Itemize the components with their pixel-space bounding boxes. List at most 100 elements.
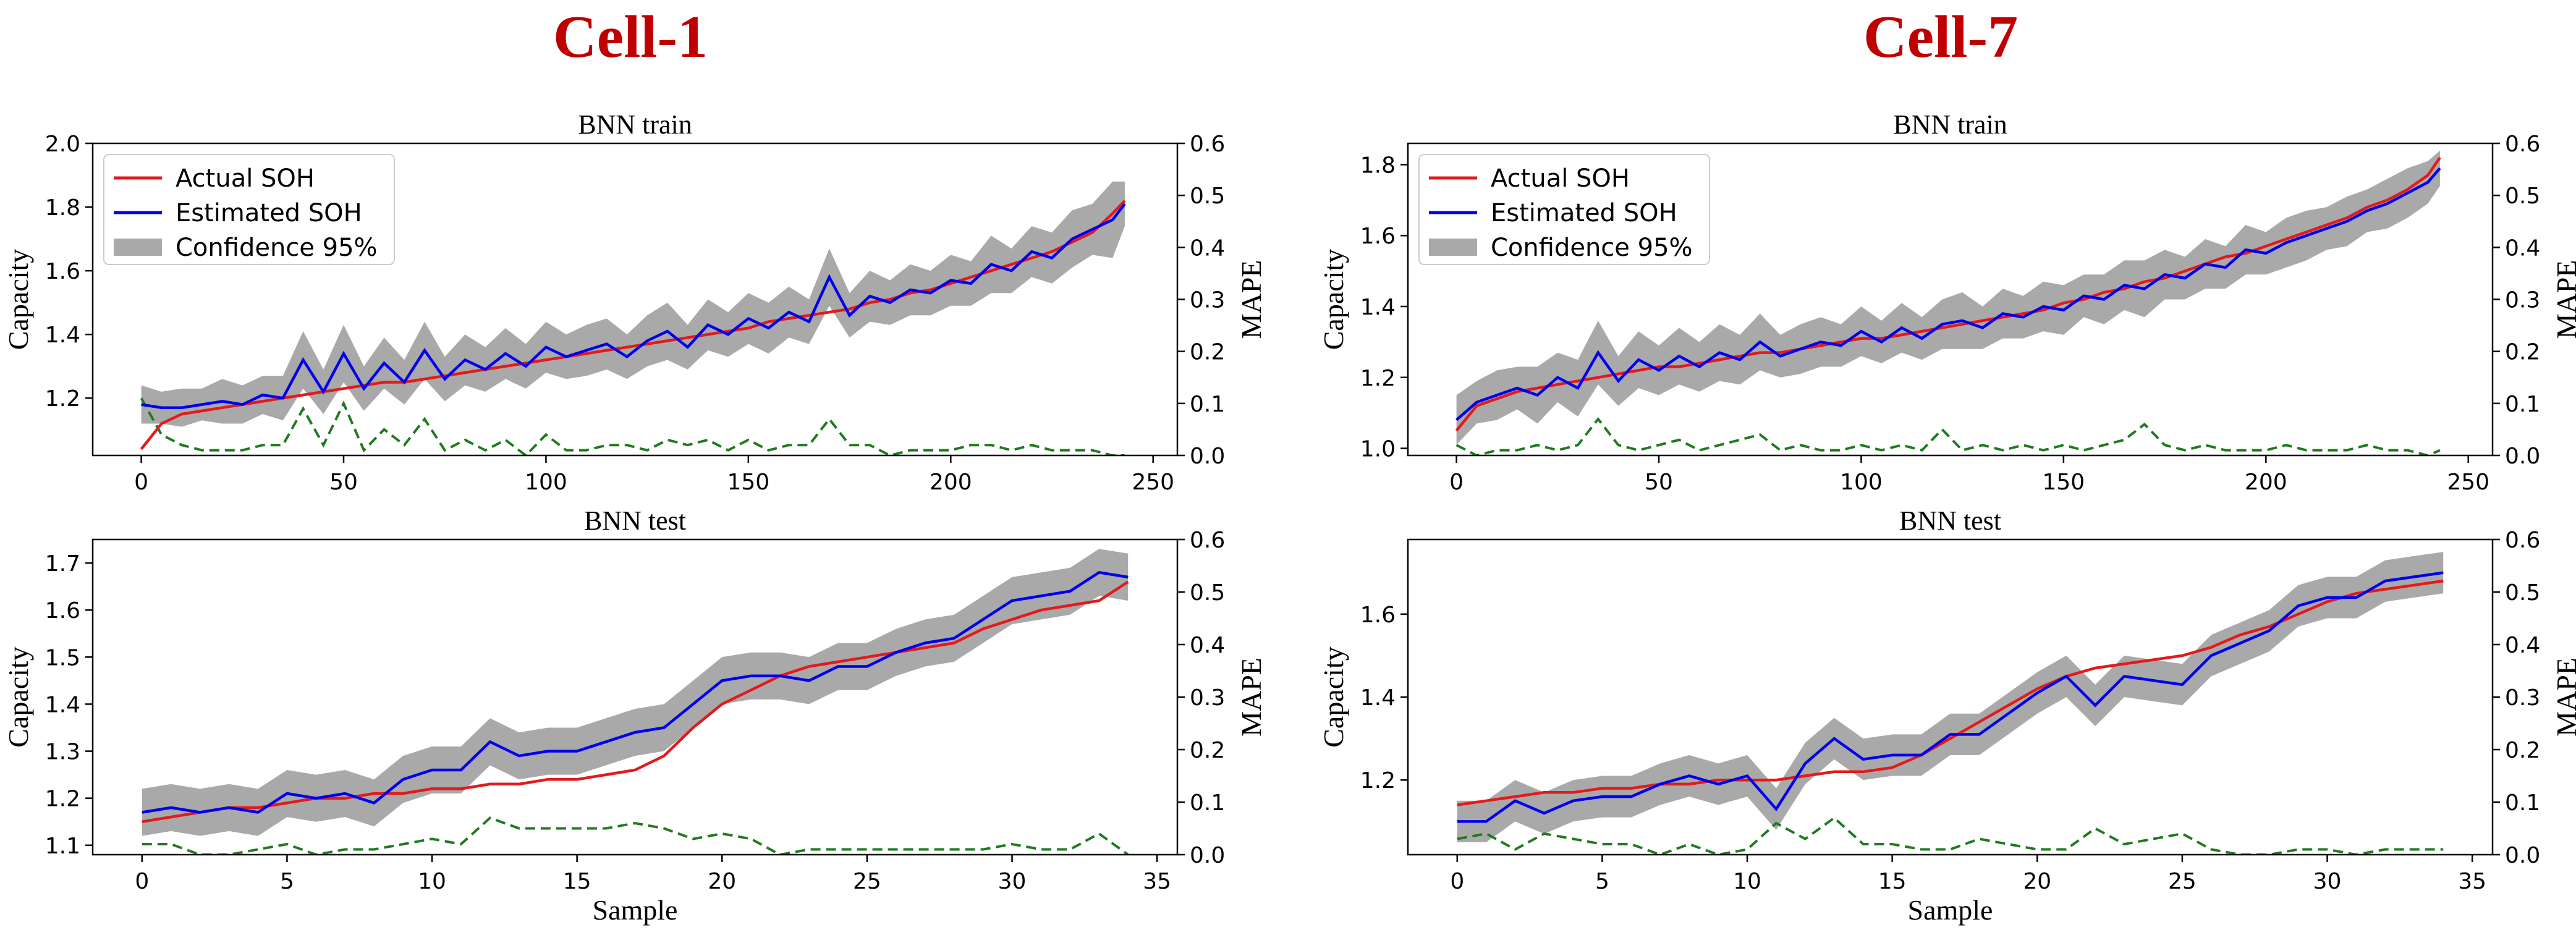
c7-train-legend: Actual SOH Estimated SOH Confidence 95% xyxy=(1418,154,1710,265)
c7-test-y2tick-label: 0.0 xyxy=(2505,843,2540,868)
c7-train-xtick-label: 50 xyxy=(1645,470,1673,495)
c7-train-y2tick-label: 0.4 xyxy=(2505,235,2540,261)
c7-test-y2label: MAPE xyxy=(2551,658,2576,737)
c7-test-xtick-label: 0 xyxy=(1450,869,1464,894)
c7-train-ytick-label: 1.0 xyxy=(1360,437,1396,462)
c1-train-ytick-label: 1.4 xyxy=(45,323,80,348)
c7-test-ytick-label: 1.4 xyxy=(1360,685,1396,711)
c1-train-panel: 0 50 100 150 200 250 1.2 1.4 1.6 1.8 2.0 0.0 0.1 0.2 0… xyxy=(2,109,1267,495)
c1-train-y2tick-label: 0.4 xyxy=(1190,235,1225,261)
c7-train-legend-actual-label: Actual SOH xyxy=(1491,164,1630,193)
c1-test-xtick-label: 15 xyxy=(563,869,591,894)
c7-test-xtick-label: 5 xyxy=(1595,869,1609,894)
c1-train-ytick-label: 2.0 xyxy=(45,132,80,157)
c1-test-xlabel: Sample xyxy=(593,894,678,926)
c7-train-y2tick-label: 0.3 xyxy=(2505,288,2540,313)
c1-test-ytick-label: 1.6 xyxy=(45,598,80,624)
c1-train-ytick-label: 1.8 xyxy=(45,195,80,221)
c1-train-plot-area xyxy=(140,181,1126,455)
c7-train-plot-area xyxy=(1455,150,2441,455)
c7-test-estimated-soh-line xyxy=(1457,571,2444,823)
c1-test-plot-area xyxy=(142,549,1129,855)
c1-test-ytick-label: 1.4 xyxy=(45,692,80,717)
c7-train-legend-confidence-swatch xyxy=(1429,239,1477,256)
c7-train-ytick-label: 1.8 xyxy=(1360,153,1396,178)
c7-train-xtick-label: 150 xyxy=(2042,470,2085,495)
c1-test-y2tick-label: 0.6 xyxy=(1190,528,1225,553)
c1-test-xtick-label: 20 xyxy=(708,869,736,894)
c1-train-legend-confidence-label: Confidence 95% xyxy=(176,234,378,262)
c1-train-ytick-label: 1.2 xyxy=(45,386,80,412)
c1-test-mape-line xyxy=(142,816,1129,855)
c1-train-title: BNN train xyxy=(578,109,692,140)
c1-train-legend: Actual SOH Estimated SOH Confidence 95% xyxy=(103,154,395,265)
c1-test-xtick-label: 25 xyxy=(853,869,881,894)
c7-test-confidence-band xyxy=(1457,552,2444,842)
c1-test-y2tick-label: 0.1 xyxy=(1190,790,1225,816)
c1-test-y2tick-label: 0.5 xyxy=(1190,580,1225,606)
c1-train-xtick-label: 50 xyxy=(329,470,358,495)
c7-train-mape-line xyxy=(1455,417,2441,455)
c7-train-ytick-label: 1.2 xyxy=(1360,366,1396,391)
c1-test-y2label: MAPE xyxy=(1235,658,1267,737)
c1-train-xtick-label: 150 xyxy=(727,470,769,495)
c7-test-mape-line xyxy=(1457,816,2444,855)
c7-test-panel: 0 5 10 15 20 25 30 35 1.2 1.4 1.6 0.0 0.1 0.2 0.3 0.4 0.… xyxy=(1318,506,2576,926)
c1-train-y2tick-label: 0.1 xyxy=(1190,392,1225,417)
c7-test-xtick-label: 25 xyxy=(2168,869,2197,894)
c1-test-actual-soh-line xyxy=(142,580,1129,823)
c1-test-y2tick-label: 0.0 xyxy=(1190,843,1225,868)
c1-test-xtick-label: 35 xyxy=(1143,869,1171,894)
c1-train-y2tick-label: 0.0 xyxy=(1190,444,1225,469)
c7-train-y2label: MAPE xyxy=(2551,260,2576,339)
c7-train-estimated-soh-line xyxy=(1455,167,2441,421)
c1-test-title: BNN test xyxy=(584,506,686,536)
c7-train-legend-box xyxy=(1418,154,1710,265)
chart-panels: 0 50 100 150 200 2501.21.41.61.82.00.00.10.20… xyxy=(2,109,2576,926)
c7-train-y2tick-label: 0.6 xyxy=(2505,132,2540,157)
c1-test-panel: 0 5 10 15 20 25 30 35 1.1 1.2 1.3 1.4 1.5 1.6 1.7 0.0 0.… xyxy=(2,506,1267,926)
c7-train-ytick-label: 1.4 xyxy=(1360,295,1396,320)
c7-test-y2tick-label: 0.2 xyxy=(2505,738,2540,763)
c7-train-actual-soh-line xyxy=(1455,156,2441,432)
c7-test-ytick-label: 1.6 xyxy=(1360,603,1396,628)
c7-train-xtick-label: 200 xyxy=(2245,470,2287,495)
c1-test-y2tick-label: 0.2 xyxy=(1190,738,1225,763)
c1-train-y2tick-label: 0.6 xyxy=(1190,132,1225,157)
c1-train-legend-box xyxy=(103,154,395,265)
c7-test-xtick-label: 30 xyxy=(2313,869,2342,894)
c7-train-xtick-label: 100 xyxy=(1840,470,1883,495)
cell-7-title: Cell-7 xyxy=(1863,4,2018,70)
c7-train-panel: 0 50 100 150 200 250 1.0 1.2 1.4 1.6 1.8 0.0 0.1 0.2 0… xyxy=(1318,109,2576,495)
c7-test-y2tick-label: 0.4 xyxy=(2505,633,2540,658)
c1-train-estimated-soh-line xyxy=(141,203,1126,409)
c7-test-xtick-label: 10 xyxy=(1733,869,1761,894)
c1-test-xtick-label: 0 xyxy=(135,869,149,894)
c1-train-legend-confidence-swatch xyxy=(114,239,162,256)
c1-test-xtick-label: 30 xyxy=(998,869,1027,894)
c1-train-legend-actual-label: Actual SOH xyxy=(176,164,315,193)
c1-train-y2label: MAPE xyxy=(1235,260,1267,339)
c7-test-plot-area xyxy=(1457,552,2444,855)
c1-test-ytick-label: 1.7 xyxy=(45,551,80,577)
c7-train-y2tick-label: 0.0 xyxy=(2505,444,2540,469)
c7-test-title: BNN test xyxy=(1899,506,2001,536)
c7-train-y2tick-label: 0.5 xyxy=(2505,184,2540,209)
c1-train-ytick-label: 1.6 xyxy=(45,259,80,284)
c7-test-xtick-label: 20 xyxy=(2023,869,2051,894)
cell-1-title: Cell-1 xyxy=(553,4,708,70)
c1-train-ylabel: Capacity xyxy=(2,249,34,350)
c1-train-xtick-label: 0 xyxy=(134,470,148,495)
c7-test-actual-soh-line xyxy=(1457,579,2444,806)
c1-test-ylabel: Capacity xyxy=(2,646,34,748)
c7-train-legend-confidence-label: Confidence 95% xyxy=(1491,234,1693,262)
c1-test-y2tick-label: 0.3 xyxy=(1190,685,1225,711)
c7-train-ytick-label: 1.6 xyxy=(1360,224,1396,249)
c1-train-y2tick-label: 0.5 xyxy=(1190,184,1225,209)
c7-test-y2tick-label: 0.1 xyxy=(2505,790,2540,816)
c1-test-xtick-label: 5 xyxy=(280,869,294,894)
c1-test-y2tick-label: 0.4 xyxy=(1190,633,1225,658)
c7-test-y2tick-label: 0.6 xyxy=(2505,528,2540,553)
c1-test-estimated-soh-line xyxy=(142,570,1129,814)
